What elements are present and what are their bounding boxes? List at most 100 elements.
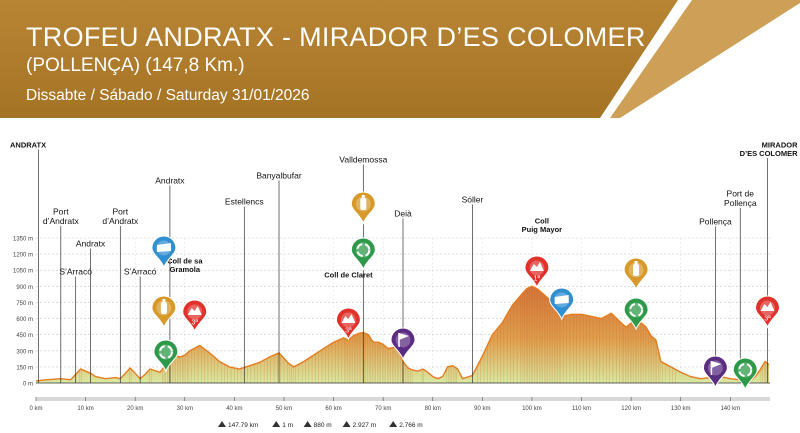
x-tick-label: 30 km (177, 406, 193, 412)
drinks-pin (151, 295, 177, 329)
x-tick-label: 10 km (77, 406, 93, 412)
pin-body (702, 355, 728, 389)
x-tick-label: 0 km (29, 406, 42, 412)
x-tick-label: 80 km (425, 406, 441, 412)
elevation-area (36, 286, 770, 383)
flag-icon (399, 333, 409, 340)
town-label-line: Coll de Claret (324, 271, 373, 280)
town-label-line: MIRADOR (762, 141, 798, 150)
elevation-profile-svg: 0 m 150 m 300 m 450 m 600 m 750 m 900 m 1050 m 1… (10, 141, 799, 430)
banner-stripe-shape (610, 0, 800, 118)
town-label-line: D’ES COLOMER (740, 149, 799, 158)
x-tick-label: 60 km (325, 406, 341, 412)
drinks-pin (623, 257, 649, 291)
pin-body (524, 255, 550, 289)
mountain-category-label: 1ª (534, 276, 541, 283)
town-label-line: d’Andratx (43, 216, 80, 226)
town-label: Deià (394, 209, 412, 219)
stat-label: 1 m (282, 422, 293, 429)
recycle-icon (158, 345, 173, 359)
race-title: TROFEU ANDRATX - MIRADOR D’ES COLOMER (26, 22, 646, 52)
x-axis-bar (36, 397, 770, 401)
sprint-flag-pin (702, 355, 728, 389)
x-tick-label: 130 km (671, 406, 691, 412)
pin-body (754, 295, 781, 329)
town-label-line: Puig Mayor (522, 225, 563, 234)
pin-body (732, 357, 758, 391)
mountain-pin: 1ª (524, 255, 550, 289)
distance-icon (218, 421, 226, 427)
pin-body (182, 299, 208, 333)
pin-body (390, 327, 416, 361)
mountain-category-label: 3ª (191, 320, 198, 327)
town-label: Coll Puig Mayor (522, 217, 563, 235)
town-label: Port de Pollença (724, 189, 757, 209)
x-tick-label: 140 km (720, 406, 740, 412)
stat-label: 2.927 m (353, 422, 377, 429)
bottle-icon (160, 302, 167, 314)
y-tick-label: 300 m (16, 349, 33, 355)
feed-bag-icon (156, 243, 171, 252)
town-label-line: Coll (535, 217, 549, 226)
x-tick-label: 50 km (276, 406, 292, 412)
x-tick-label: 120 km (621, 406, 641, 412)
town-label: Sóller (462, 195, 484, 205)
bottle-cap-icon (162, 299, 166, 302)
y-tick-label: 0 m (23, 382, 33, 388)
town-label-line: Banyalbufar (256, 171, 302, 181)
mountain-pin: 3ª (182, 299, 208, 333)
x-tick-label: 90 km (474, 406, 490, 412)
town-label-line: ANDRATX (10, 141, 46, 150)
y-tick-label: 600 m (16, 317, 33, 323)
x-tick-label: 100 km (522, 406, 542, 412)
town-label: Coll de sa Gramola (167, 257, 203, 275)
descent-icon (389, 421, 398, 427)
banner-corner-shape (640, 20, 800, 118)
stat-label: 147.79 km (228, 422, 258, 429)
mountain-pin: 3ª (335, 307, 361, 341)
bottle-cap-icon (634, 261, 638, 264)
bottle-cap-icon (361, 195, 365, 198)
x-tick-label: 20 km (127, 406, 143, 412)
mountain-icon (341, 314, 356, 323)
town-label-line: S’Arracó (59, 267, 92, 277)
town-label-line: Andratx (155, 176, 185, 186)
town-label-line: Estellencs (225, 197, 264, 207)
town-label: Andratx (76, 239, 106, 249)
feed-bag-icon (554, 295, 569, 304)
town-label: Estellencs (225, 197, 264, 207)
recycle-icon (738, 363, 753, 377)
town-label: S’Arracó (59, 267, 92, 277)
sprint-flag-pin (390, 327, 416, 361)
town-label: Andratx (155, 176, 185, 186)
town-label: Pollença (699, 217, 732, 227)
mountain-icon (187, 306, 202, 315)
town-label-line: Gramola (170, 265, 201, 274)
y-tick-label: 1050 m (13, 269, 33, 275)
bottle-icon (633, 264, 640, 276)
town-label: Port d’Andratx (102, 207, 139, 227)
mountain-icon (529, 262, 544, 271)
stat-label: 2.766 m (399, 422, 423, 429)
drinks-pin (350, 191, 376, 225)
town-label-line: Sóller (462, 195, 484, 205)
x-tick-label: 110 km (572, 406, 591, 412)
feed-zone-pin (151, 235, 177, 269)
town-label-line: Coll de sa (167, 257, 203, 266)
recycle-pin (153, 339, 179, 373)
town-label-line: Port de (727, 189, 755, 199)
recycle-icon (356, 243, 371, 257)
town-label: Banyalbufar (256, 171, 302, 181)
town-label-line: Pollença (699, 217, 732, 227)
ascent-icon (342, 421, 351, 427)
y-tick-label: 1350 m (13, 237, 33, 243)
banner-main-shape (0, 0, 678, 118)
recycle-pin (623, 297, 649, 331)
elevation-profile-chart: 0 m 150 m 300 m 450 m 600 m 750 m 900 m 1050 m 1… (0, 118, 800, 433)
town-label-line: Deià (394, 209, 412, 219)
y-tick-label: 450 m (16, 333, 33, 339)
town-label-line: S’Arracó (124, 267, 157, 277)
x-tick-label: 70 km (375, 406, 391, 412)
mountain-pin: 3ª (754, 295, 781, 329)
town-label-line: Valldemossa (339, 155, 387, 165)
